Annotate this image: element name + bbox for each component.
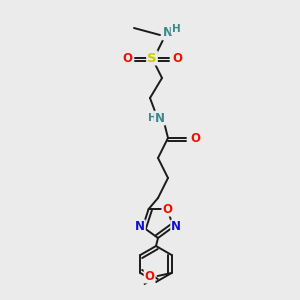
Text: O: O — [172, 52, 182, 64]
Text: O: O — [145, 269, 154, 283]
Text: S: S — [147, 52, 157, 64]
Text: O: O — [190, 131, 200, 145]
Text: N: N — [163, 26, 173, 40]
Text: O: O — [122, 52, 132, 64]
Text: N: N — [171, 220, 181, 233]
Text: N: N — [155, 112, 165, 124]
Text: O: O — [162, 202, 172, 216]
Text: H: H — [172, 24, 180, 34]
Text: N: N — [135, 220, 145, 233]
Text: H: H — [148, 113, 156, 123]
